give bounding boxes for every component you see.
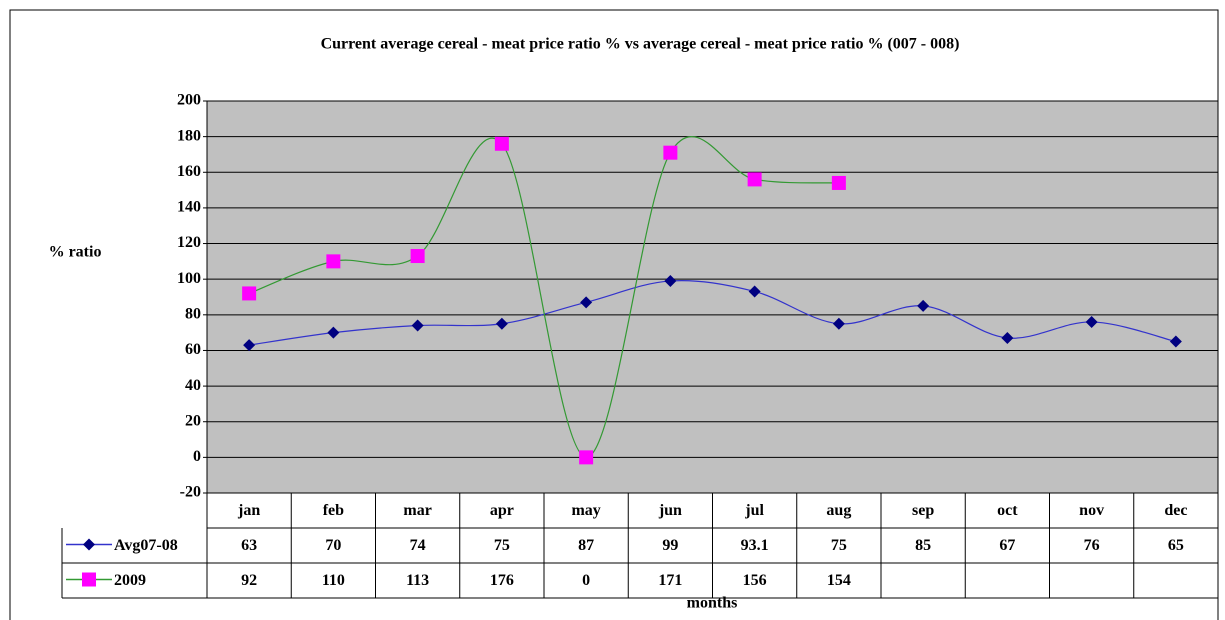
y-axis-label: % ratio bbox=[49, 244, 102, 261]
chart-title: Current average cereal - meat price rati… bbox=[321, 36, 960, 53]
legend-marker bbox=[82, 572, 96, 587]
legend-label: 2009 bbox=[114, 572, 146, 589]
table-value: 154 bbox=[827, 572, 851, 589]
x-tick-label: may bbox=[571, 502, 600, 519]
data-point bbox=[411, 319, 424, 332]
x-tick-label: nov bbox=[1079, 502, 1104, 519]
table-value: 75 bbox=[494, 537, 510, 554]
table-value: 171 bbox=[658, 572, 682, 589]
table-value: 0 bbox=[582, 572, 590, 589]
data-point bbox=[1169, 335, 1182, 348]
data-point bbox=[242, 286, 257, 301]
x-tick-label: dec bbox=[1164, 502, 1187, 519]
data-point bbox=[326, 254, 341, 269]
y-tick-label: 20 bbox=[185, 412, 201, 429]
y-tick-label: 0 bbox=[193, 448, 201, 465]
table-value: 85 bbox=[915, 537, 931, 554]
y-tick-label: 160 bbox=[177, 163, 201, 180]
data-point bbox=[664, 274, 677, 287]
x-tick-label: jun bbox=[658, 502, 682, 519]
data-point bbox=[748, 285, 761, 298]
table-value: 74 bbox=[410, 537, 426, 554]
data-point bbox=[243, 339, 256, 352]
data-point bbox=[579, 450, 594, 465]
table-value: 67 bbox=[999, 537, 1015, 554]
table-value: 92 bbox=[241, 572, 257, 589]
data-point bbox=[1001, 331, 1014, 344]
table-value: 113 bbox=[406, 572, 429, 589]
legend-marker bbox=[83, 538, 95, 551]
table-value: 93.1 bbox=[741, 537, 769, 554]
x-tick-label: jul bbox=[744, 502, 764, 519]
x-tick-label: apr bbox=[490, 502, 514, 519]
y-tick-label: 140 bbox=[177, 199, 201, 216]
data-point bbox=[327, 326, 340, 339]
legend-label: Avg07-08 bbox=[114, 537, 178, 554]
data-point bbox=[495, 317, 508, 330]
data-point bbox=[831, 175, 846, 190]
data-point bbox=[1085, 315, 1098, 328]
x-tick-label: feb bbox=[323, 502, 344, 519]
table-value: 63 bbox=[241, 537, 257, 554]
x-axis-label: months bbox=[687, 595, 738, 612]
plot-area bbox=[206, 100, 1219, 494]
data-point bbox=[917, 299, 930, 312]
y-tick-label: 80 bbox=[185, 305, 201, 322]
x-tick-label: mar bbox=[403, 502, 431, 519]
y-tick-label: 60 bbox=[185, 341, 201, 358]
table-value: 110 bbox=[322, 572, 345, 589]
table-value: 70 bbox=[325, 537, 341, 554]
data-point bbox=[410, 249, 425, 264]
data-point bbox=[580, 296, 593, 309]
x-tick-label: jan bbox=[237, 502, 260, 519]
table-value: 87 bbox=[578, 537, 594, 554]
data-point bbox=[747, 172, 762, 187]
table-value: 156 bbox=[743, 572, 767, 589]
y-tick-label: 200 bbox=[177, 92, 201, 109]
y-tick-label: -20 bbox=[180, 484, 201, 501]
table-value: 65 bbox=[1168, 537, 1184, 554]
table-value: 176 bbox=[490, 572, 514, 589]
x-tick-label: sep bbox=[912, 502, 934, 519]
y-tick-label: 120 bbox=[177, 234, 201, 251]
table-value: 75 bbox=[831, 537, 847, 554]
series-line bbox=[249, 280, 1177, 346]
table-value: 99 bbox=[662, 537, 678, 554]
data-point bbox=[494, 136, 509, 151]
x-tick-label: aug bbox=[826, 502, 851, 519]
y-tick-label: 100 bbox=[177, 270, 201, 287]
data-point bbox=[663, 145, 678, 160]
y-tick-label: 40 bbox=[185, 377, 201, 394]
y-tick-label: 180 bbox=[177, 127, 201, 144]
x-tick-label: oct bbox=[997, 502, 1018, 519]
data-point bbox=[832, 317, 845, 330]
table-value: 76 bbox=[1084, 537, 1100, 554]
series-line bbox=[248, 136, 839, 458]
